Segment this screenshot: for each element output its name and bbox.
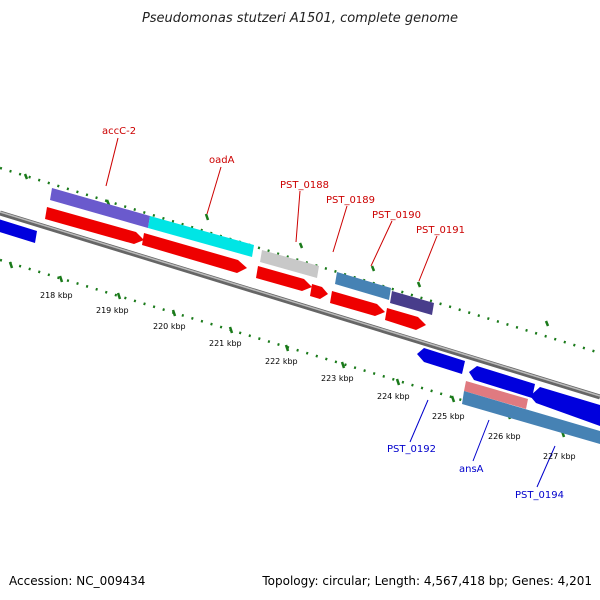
tick-label-222: 222 kbp <box>265 357 298 366</box>
gene-red-arrow-3[interactable] <box>256 266 312 291</box>
upper-gene-labels: accC-2 oadA PST_0188 PST_0189 PST_0190 P… <box>102 126 465 236</box>
gene-red-arrow-1[interactable] <box>45 207 144 244</box>
lower-leader-lines <box>409 399 556 488</box>
lower-gene-labels: PST_0192 ansA PST_0194 <box>387 444 564 501</box>
gene-label-PST_0188[interactable]: PST_0188 <box>280 180 329 191</box>
gene-red-arrow-6[interactable] <box>385 308 426 330</box>
tick-label-227: 227 kbp <box>543 452 576 461</box>
gene-label-PST_0189[interactable]: PST_0189 <box>326 195 375 206</box>
gene-ansA-bar[interactable] <box>464 381 528 409</box>
scale-labels: 218 kbp 219 kbp 220 kbp 221 kbp 222 kbp … <box>40 291 576 461</box>
gene-label-PST_0192[interactable]: PST_0192 <box>387 444 436 455</box>
topology-text: Topology: circular; Length: 4,567,418 bp… <box>262 574 592 588</box>
gene-PST_0188-bar[interactable] <box>260 250 319 278</box>
gene-oadA-bar[interactable] <box>148 216 254 257</box>
gene-label-PST_0191[interactable]: PST_0191 <box>416 225 465 236</box>
gene-label-PST_0194[interactable]: PST_0194 <box>515 490 564 501</box>
gene-left-partial[interactable] <box>0 218 37 243</box>
tick-label-220: 220 kbp <box>153 322 186 331</box>
tick-label-225: 225 kbp <box>432 412 465 421</box>
gene-red-arrow-5[interactable] <box>330 291 385 316</box>
gene-red-arrow-4[interactable] <box>310 284 328 299</box>
tick-label-226: 226 kbp <box>488 432 521 441</box>
tick-label-221: 221 kbp <box>209 339 242 348</box>
gene-label-PST_0190[interactable]: PST_0190 <box>372 210 421 221</box>
accession-text: Accession: NC_009434 <box>9 574 146 588</box>
gene-features <box>0 188 600 444</box>
gene-ansA-lower[interactable] <box>462 391 600 444</box>
tick-label-218: 218 kbp <box>40 291 73 300</box>
tick-label-224: 224 kbp <box>377 392 410 401</box>
gene-label-oadA[interactable]: oadA <box>209 155 235 166</box>
tick-label-223: 223 kbp <box>321 374 354 383</box>
gene-blue-arrow-1[interactable] <box>469 366 535 398</box>
gene-PST_0190-bar[interactable] <box>390 291 434 315</box>
gene-red-arrow-2[interactable] <box>142 233 247 273</box>
tick-label-219: 219 kbp <box>96 306 129 315</box>
upper-leader-lines <box>105 137 438 282</box>
genome-backbone <box>0 210 600 400</box>
gene-accC-2-bar[interactable] <box>50 188 150 228</box>
map-title: Pseudomonas stutzeri A1501, complete gen… <box>142 11 458 26</box>
gene-PST_0189-bar[interactable] <box>335 272 391 300</box>
gene-PST_0192-arrow[interactable] <box>417 348 465 374</box>
gene-label-ansA[interactable]: ansA <box>459 464 484 475</box>
gene-label-accC-2[interactable]: accC-2 <box>102 126 136 137</box>
gene-PST_0194-arrow[interactable] <box>530 387 600 426</box>
